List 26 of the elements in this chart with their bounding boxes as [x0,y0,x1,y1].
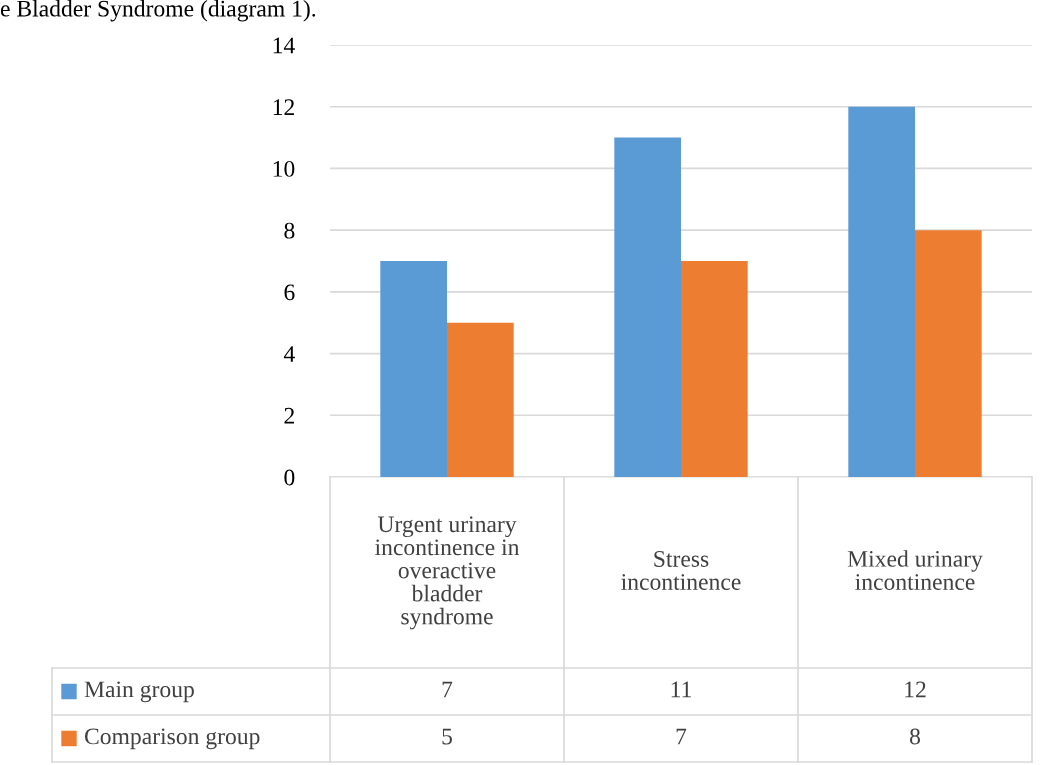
bar [681,261,748,477]
bar [614,137,681,477]
x-tick-label: Mixed urinary incontinence [847,550,983,590]
y-tick-label: 14 [273,37,295,54]
data-label: 7 [676,728,687,745]
x-tick-label: Urgent urinary incontinence in overactive bladder syndrome [375,516,520,630]
data-label: 12 [905,681,926,698]
y-tick-label: 0 [284,469,295,486]
y-tick-label: 4 [283,346,295,362]
data-label: 8 [910,728,920,745]
data-label: 7 [442,681,453,698]
y-tick-label: 6 [284,284,295,301]
x-tick-label: Stress incontinence [621,551,741,590]
bar [447,322,514,477]
y-tick-label: 12 [273,99,294,115]
text: e Bladder Syndrome (diagram 1). [0,0,316,22]
y-tick-label: 2 [284,407,294,424]
y-tick-label: 8 [284,222,295,239]
data-label: 5 [442,728,452,745]
legend-label: Main group [84,681,194,703]
bar [915,230,982,477]
legend-label: Comparison group [84,728,260,750]
bar [848,106,915,477]
y-tick-label: 10 [273,160,295,177]
data-label: 11 [671,681,691,698]
bar [380,261,447,477]
